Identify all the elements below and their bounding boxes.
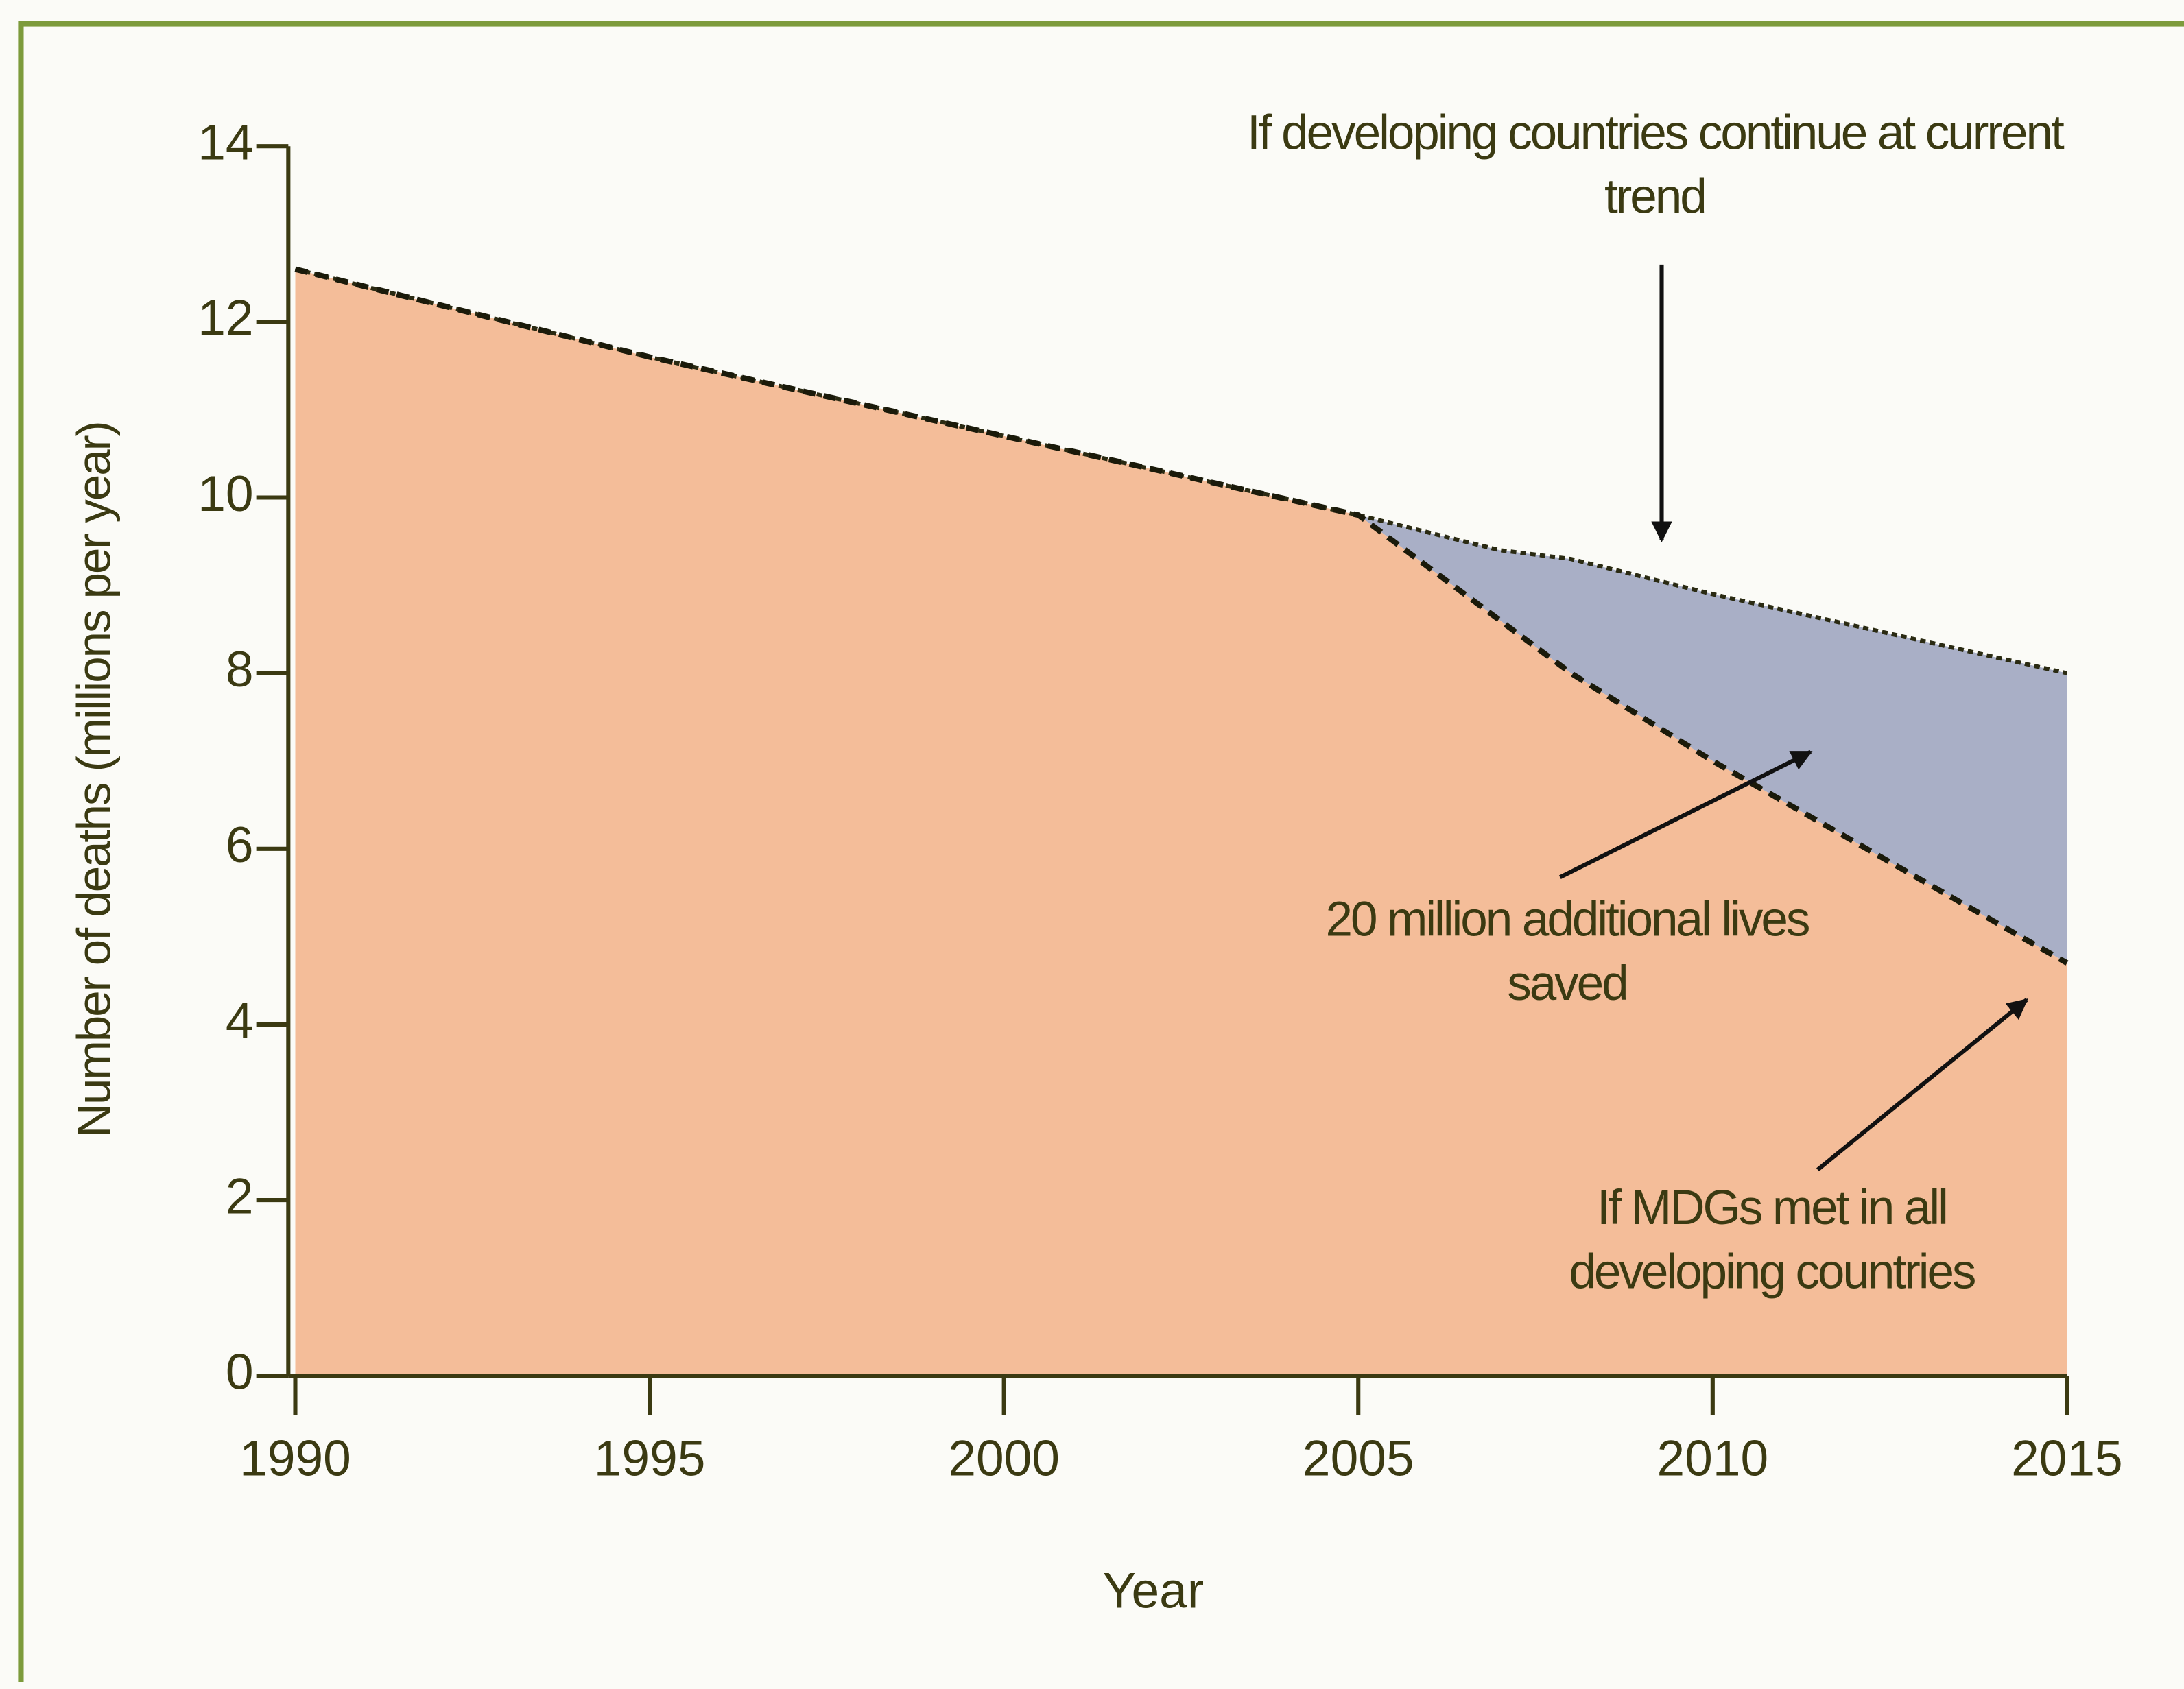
annotation: If MDGs met in all developing countries	[1569, 1180, 1976, 1299]
annotation: If developing countries continue at curr…	[1247, 106, 2065, 224]
x-tick-label: 2000	[948, 1430, 1060, 1486]
x-axis-label: Year	[1102, 1563, 1204, 1618]
y-tick-label: 4	[226, 993, 254, 1049]
y-tick-label: 2	[226, 1169, 254, 1224]
x-tick-label: 1995	[594, 1430, 706, 1486]
y-tick-label: 12	[198, 291, 253, 346]
annotation: 20 million additional lives saved	[1325, 892, 1810, 1011]
x-tick-label: 2015	[2011, 1430, 2123, 1486]
line	[294, 266, 2069, 966]
x-tick-label: 1990	[239, 1430, 351, 1486]
y-tick-label: 8	[226, 642, 254, 697]
y-tick-label: 14	[198, 115, 253, 171]
arrow	[1558, 750, 1813, 880]
y-tick-label: 6	[226, 817, 254, 873]
y-tick-label: 0	[226, 1345, 254, 1400]
x-tick-label: 2010	[1657, 1430, 1769, 1486]
line	[294, 267, 2068, 675]
x-tick-label: 2005	[1303, 1430, 1414, 1486]
y-axis-label: Number of deaths (millions per year)	[67, 422, 120, 1137]
y-tick-label: 10	[198, 466, 253, 522]
area	[295, 269, 2067, 963]
arrow	[1816, 998, 2028, 1172]
area	[295, 269, 2067, 1376]
